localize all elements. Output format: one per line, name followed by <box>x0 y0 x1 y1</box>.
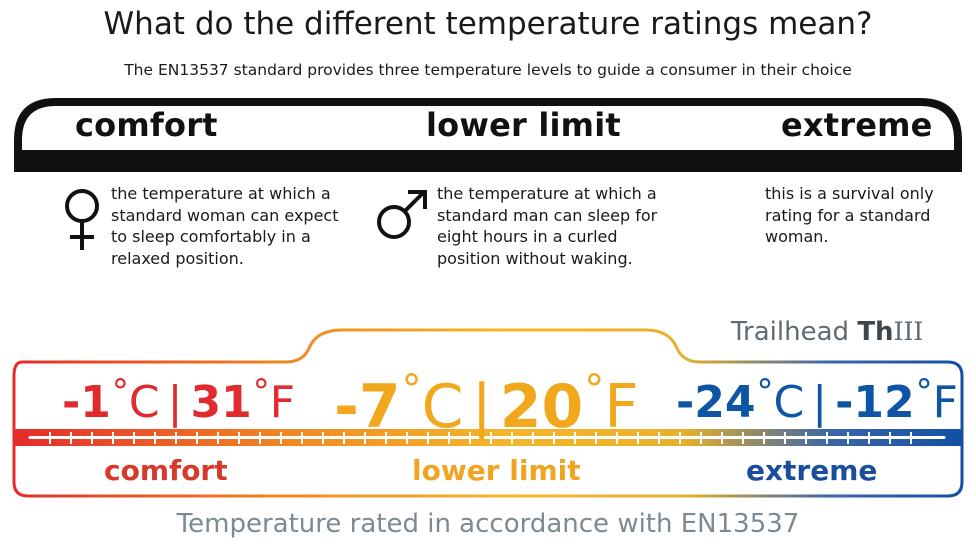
lower-limit-rating-label: lower limit <box>412 454 581 487</box>
male-symbol-icon <box>377 190 427 239</box>
comfort-rating-label: comfort <box>104 454 228 487</box>
footer-note: Temperature rated in accordance with EN1… <box>176 509 800 539</box>
scale-ticks <box>49 432 912 444</box>
comfort-heading: comfort <box>75 106 218 144</box>
comfort-description: the temperature at which a standard woma… <box>111 184 339 268</box>
brand-logo: Trailhead ThIII <box>731 317 924 347</box>
comfort-temperature: -1°C | 31°F <box>62 372 295 428</box>
extreme-temperature: -24°C | -12°F <box>676 372 958 428</box>
lower-limit-description: the temperature at which a standard man … <box>437 184 658 268</box>
extreme-description: this is a survival only rating for a sta… <box>765 184 934 246</box>
lower-limit-temperature: -7°C | 20°F <box>334 367 639 442</box>
female-symbol-icon <box>65 189 99 250</box>
page-subtitle: The EN13537 standard provides three temp… <box>124 61 852 79</box>
extreme-heading: extreme <box>781 106 933 144</box>
page-title: What do the different temperature rating… <box>103 6 873 42</box>
extreme-rating-label: extreme <box>746 454 878 487</box>
lower-limit-heading: lower limit <box>426 106 621 144</box>
